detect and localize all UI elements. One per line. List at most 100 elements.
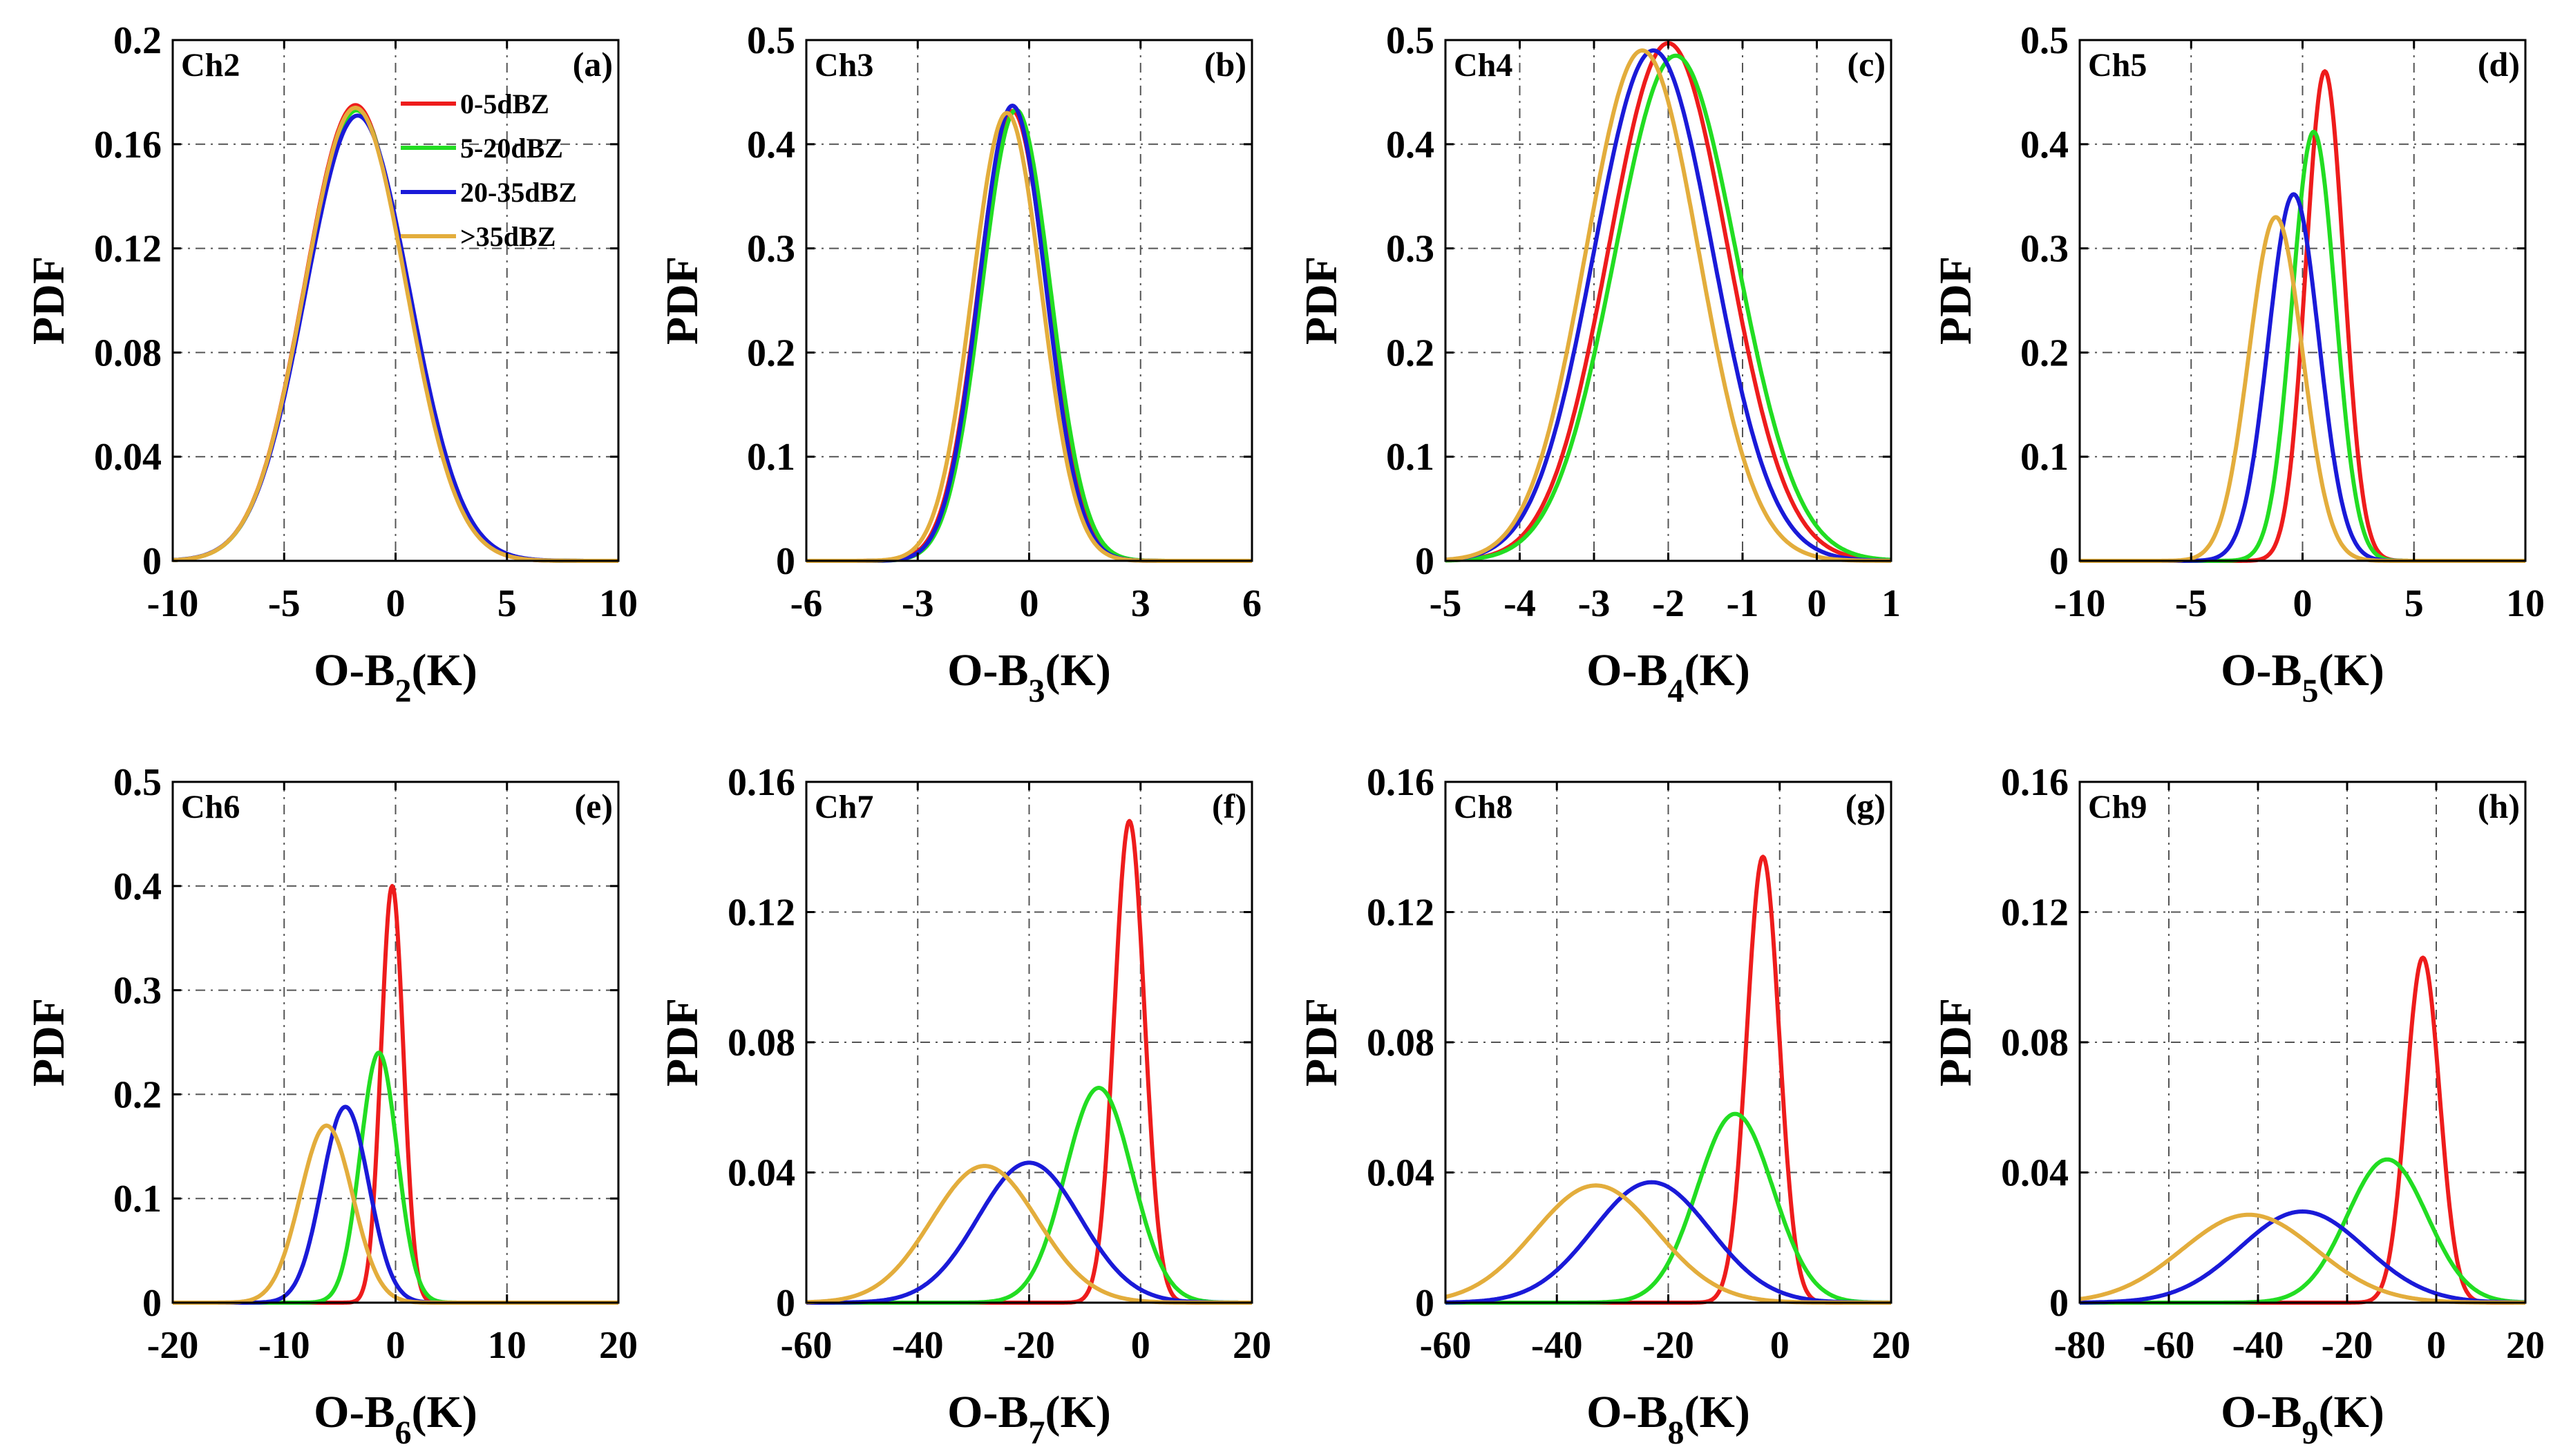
x-axis-label-unit: (K): [2319, 645, 2384, 696]
y-tick-label: 0.5: [113, 761, 162, 804]
legend-label-20-35dbz: 20-35dBZ: [460, 177, 577, 208]
y-tick-label: 0.2: [113, 19, 162, 62]
x-axis-label-subscript: 8: [1668, 1415, 1685, 1451]
y-tick-label: 0.1: [747, 436, 795, 479]
y-tick-label: 0.3: [2020, 228, 2069, 271]
y-tick-label: 0: [1415, 1282, 1434, 1325]
y-tick-label: 0.04: [94, 436, 162, 479]
x-axis-label: O-B7(K): [947, 1387, 1111, 1451]
x-axis-label-main: O-B: [947, 1387, 1028, 1437]
y-tick-label: 0.12: [728, 892, 795, 935]
x-tick-label: -40: [892, 1324, 944, 1367]
x-tick-label: -5: [2175, 582, 2208, 625]
y-axis-label: PDF: [1930, 256, 1981, 345]
y-tick-label: 0.4: [113, 865, 162, 908]
x-tick-label: 20: [1233, 1324, 1271, 1367]
x-tick-label: -5: [1430, 582, 1462, 625]
x-axis-label-unit: (K): [1045, 1387, 1111, 1437]
y-tick-label: 0.5: [1386, 19, 1434, 62]
x-axis-label-subscript: 2: [395, 673, 412, 709]
x-axis-label: O-B6(K): [314, 1387, 477, 1451]
y-tick-label: 0: [1415, 540, 1434, 583]
series-line-5-20dbz: [2078, 1157, 2527, 1305]
x-axis-label-unit: (K): [1685, 1387, 1750, 1437]
panel-letter: (e): [575, 787, 614, 825]
y-tick-label: 0.2: [2020, 332, 2069, 374]
x-axis-label-subscript: 9: [2302, 1415, 2319, 1451]
x-tick-label: -2: [1652, 582, 1685, 625]
series-line-5-20dbz: [1444, 53, 1892, 563]
x-axis-label-main: O-B: [1586, 645, 1667, 696]
x-tick-label: 5: [2404, 582, 2424, 625]
x-tick-label: 5: [497, 582, 517, 625]
y-tick-label: 0.2: [1386, 332, 1434, 374]
x-tick-label: -80: [2054, 1324, 2106, 1367]
y-tick-label: 0.16: [2001, 761, 2069, 804]
x-axis-label-subscript: 7: [1029, 1415, 1045, 1451]
panel-ch6: -20 -10 0 10 20 0 0.1 0.2 0.3 0.4 0.5 PDF O-B6(K) Ch6…: [23, 761, 638, 1451]
x-tick-label: -6: [790, 582, 823, 625]
x-tick-label: 20: [2506, 1324, 2545, 1367]
y-tick-label: 0.4: [747, 124, 795, 166]
y-tick-label: 0.16: [94, 124, 162, 166]
x-tick-label: -60: [781, 1324, 833, 1367]
y-tick-label: 0.4: [1386, 124, 1434, 166]
legend-label-5-20dbz: 5-20dBZ: [460, 133, 563, 164]
x-tick-label: -5: [268, 582, 301, 625]
y-tick-label: 0.1: [2020, 436, 2069, 479]
x-axis-label: O-B8(K): [1586, 1387, 1750, 1451]
x-tick-label: -3: [1578, 582, 1611, 625]
panel-ch9: -80 -60 -40 -20 0 2000.040.080.120.16PDFO-B9(…: [1930, 761, 2545, 1451]
x-axis-label-main: O-B: [314, 1387, 395, 1437]
x-axis-label-subscript: 6: [395, 1415, 412, 1451]
panel-ch2: -10 -5 0 5 10 0 0.04 0.08 0.12 0.16 0.2 PDF O-B2(K) C…: [23, 19, 638, 709]
y-tick-label: 0.12: [2001, 892, 2069, 935]
channel-label: Ch2: [181, 47, 240, 84]
y-tick-label: 0: [2049, 540, 2069, 583]
series-line-35dbz: [1444, 48, 1892, 563]
y-tick-label: 0.1: [1386, 436, 1434, 479]
legend-label-0-5dbz: 0-5dBZ: [460, 88, 549, 119]
y-axis-label: PDF: [23, 256, 74, 345]
x-tick-label: 10: [2506, 582, 2545, 625]
x-tick-label: -40: [2232, 1324, 2284, 1367]
y-tick-label: 0.08: [1367, 1022, 1434, 1064]
y-tick-label: 0.04: [1367, 1152, 1434, 1195]
channel-label: Ch8: [1454, 789, 1512, 825]
panel-ch4: -5 -4 -3 -2 -1 0 1 0 0.1 0.2 0.3 0.4 0.5 PDF O-B4(K) Ch…: [1296, 19, 1901, 709]
x-tick-label: -60: [1420, 1324, 1472, 1367]
y-axis-label: PDF: [23, 998, 74, 1086]
x-axis-label-unit: (K): [1045, 645, 1111, 696]
y-axis-label: PDF: [1930, 998, 1981, 1086]
y-tick-label: 0.3: [113, 970, 162, 1013]
x-tick-label: 10: [599, 582, 638, 625]
x-axis-label-unit: (K): [2319, 1387, 2384, 1437]
channel-label: Ch5: [2088, 47, 2147, 84]
channel-label: Ch6: [181, 789, 240, 825]
y-tick-label: 0: [776, 1282, 795, 1325]
panel-ch7: -60 -40 -20 0 20 0 0.04 0.08 0.12 0.16 PDF O-B7(K) C…: [657, 761, 1271, 1451]
y-tick-label: 0.08: [94, 332, 162, 374]
y-tick-label: 0.12: [1367, 892, 1434, 935]
y-tick-label: 0.5: [2020, 19, 2069, 62]
x-axis-label-main: O-B: [2221, 645, 2302, 696]
y-tick-label: 0: [2049, 1282, 2069, 1325]
x-axis-label-main: O-B: [2221, 1387, 2302, 1437]
y-tick-label: 0: [142, 540, 162, 583]
x-tick-label: -10: [258, 1324, 310, 1367]
x-tick-label: -20: [1003, 1324, 1055, 1367]
x-axis-label: O-B3(K): [947, 645, 1111, 709]
x-axis-label-subscript: 5: [2302, 673, 2319, 709]
panel-letter: (g): [1845, 787, 1886, 825]
panel-ch8: -60 -40 -20 0 20 0 0.04 0.08 0.12 0.16 PDF O-B8(K) C…: [1296, 761, 1910, 1451]
x-tick-label: 0: [1020, 582, 1039, 625]
series-line-20-35dbz: [1444, 48, 1892, 563]
x-axis-label-subscript: 4: [1668, 673, 1685, 709]
series-line-20-35dbz: [2078, 1209, 2527, 1305]
x-tick-label: 20: [1872, 1324, 1910, 1367]
y-tick-label: 0.2: [113, 1073, 162, 1116]
x-tick-label: -20: [147, 1324, 199, 1367]
